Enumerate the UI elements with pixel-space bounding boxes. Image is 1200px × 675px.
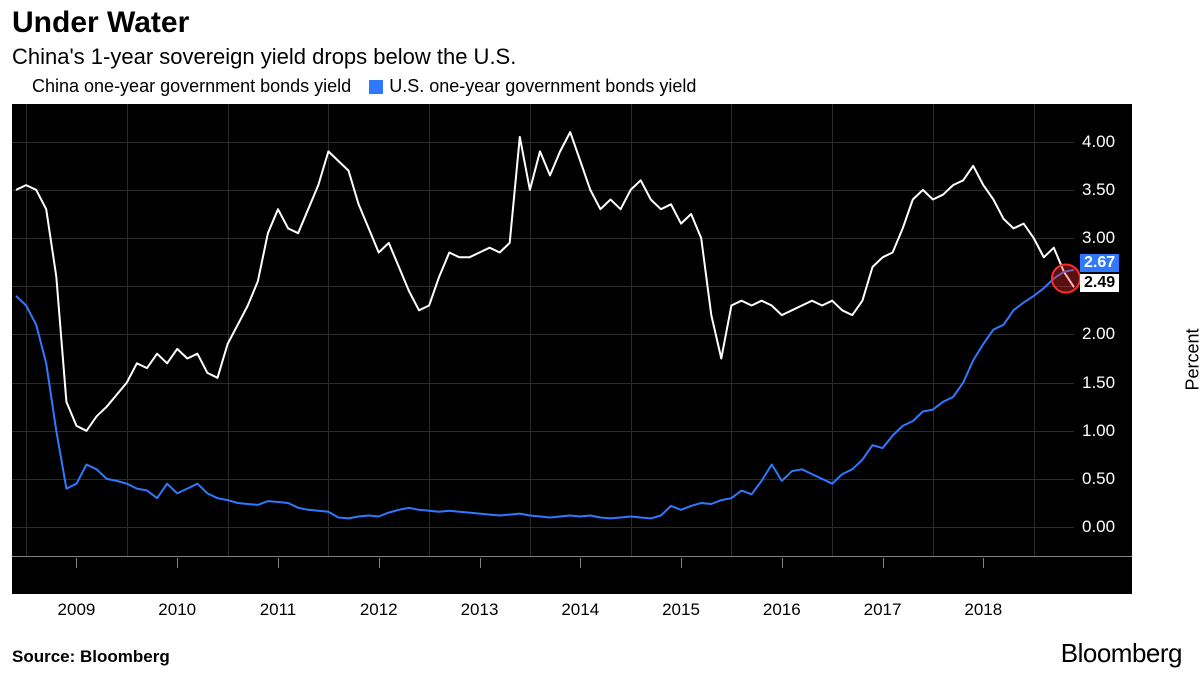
crossover-marker <box>1052 265 1080 293</box>
x-tick-label: 2018 <box>964 600 1002 620</box>
x-tick-label: 2010 <box>158 600 196 620</box>
series-us <box>16 270 1074 519</box>
x-tick-label: 2011 <box>260 600 297 620</box>
series-china <box>16 132 1074 431</box>
plot-area: 0.000.501.001.502.002.503.003.504.002.49… <box>12 104 1132 594</box>
legend-marker-us <box>369 80 383 94</box>
chart-container: Under Water China's 1-year sovereign yie… <box>0 0 1200 675</box>
x-tick-label: 2015 <box>662 600 700 620</box>
legend-label-china: China one-year government bonds yield <box>32 76 351 97</box>
brand-label: Bloomberg <box>1061 638 1182 669</box>
x-tick-label: 2016 <box>763 600 801 620</box>
legend: China one-year government bonds yield U.… <box>12 76 696 97</box>
legend-label-us: U.S. one-year government bonds yield <box>389 76 696 97</box>
chart-title: Under Water <box>12 6 189 40</box>
x-tick-label: 2012 <box>360 600 398 620</box>
end-label-china: 2.49 <box>1080 274 1119 292</box>
legend-item-us: U.S. one-year government bonds yield <box>369 76 696 97</box>
legend-item-china: China one-year government bonds yield <box>12 76 351 97</box>
chart-svg <box>12 104 1132 594</box>
y-axis-title: Percent <box>1183 328 1200 390</box>
end-label-us: 2.67 <box>1080 254 1119 272</box>
x-tick-label: 2014 <box>561 600 599 620</box>
x-tick-label: 2009 <box>58 600 96 620</box>
x-tick-label: 2017 <box>864 600 902 620</box>
x-tick-label: 2013 <box>461 600 499 620</box>
chart-subtitle: China's 1-year sovereign yield drops bel… <box>12 44 516 70</box>
source-label: Source: Bloomberg <box>12 647 170 667</box>
legend-marker-china <box>12 80 26 94</box>
